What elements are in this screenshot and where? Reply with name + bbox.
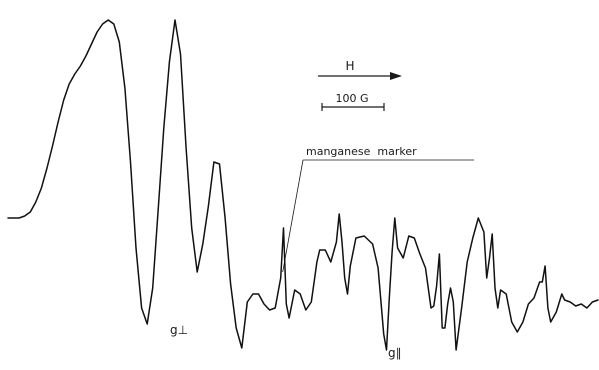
field-direction-label: H xyxy=(345,59,354,73)
arrowhead-icon xyxy=(390,72,402,80)
field-direction-indicator: H xyxy=(318,59,402,80)
scale-bar: 100 G xyxy=(321,92,385,111)
g-perp-label: g⊥ xyxy=(170,323,188,337)
spectrum-trace xyxy=(7,19,599,351)
marker-annotation: manganese marker xyxy=(282,145,474,273)
g-par-label: g∥ xyxy=(388,346,402,360)
scale-bar-label: 100 G xyxy=(335,92,368,105)
marker-label: manganese marker xyxy=(306,145,417,158)
marker-leader-line xyxy=(282,159,304,273)
